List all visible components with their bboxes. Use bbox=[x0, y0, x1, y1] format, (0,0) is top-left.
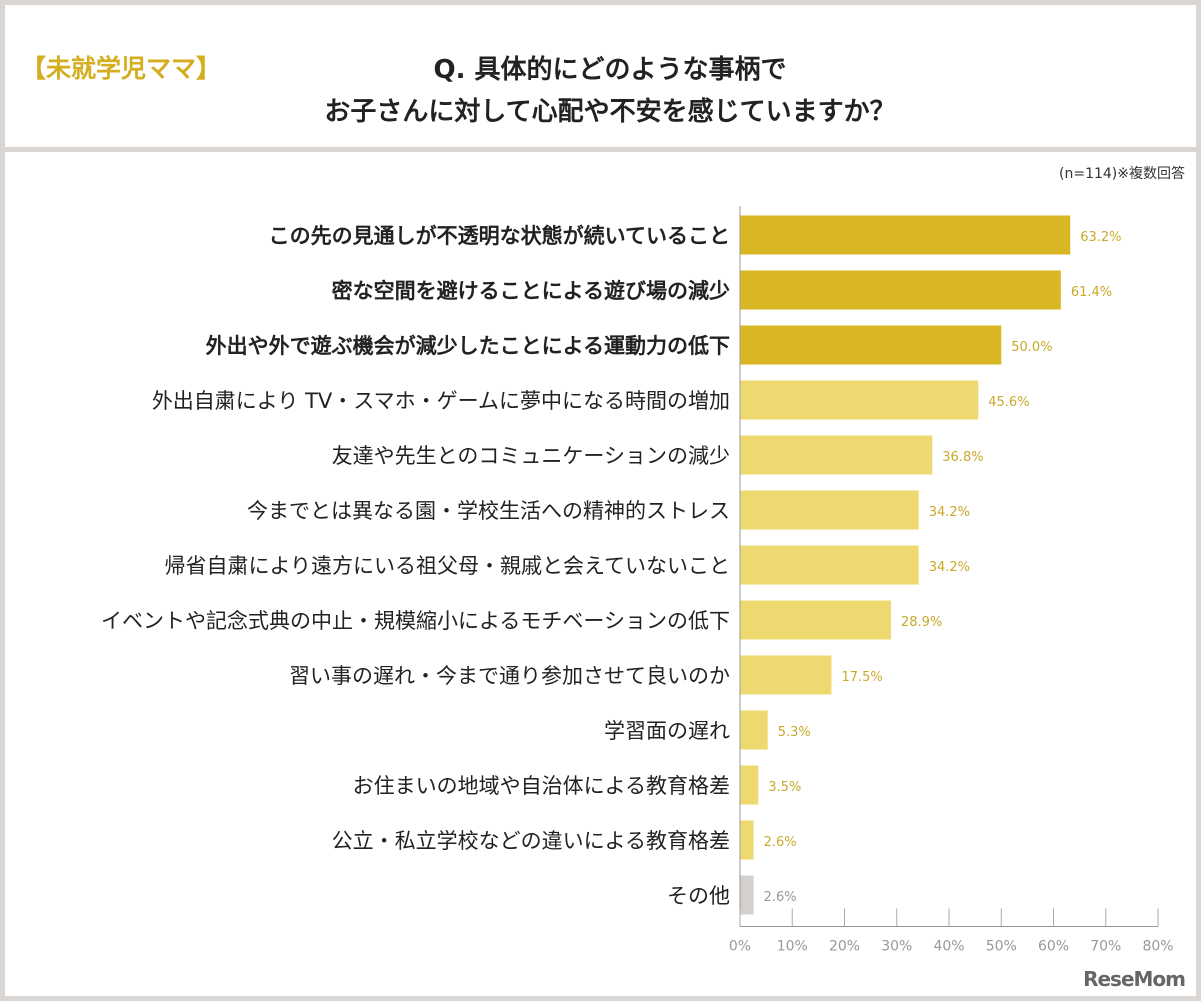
category-label: お住まいの地域や自治体による教育格差 bbox=[353, 774, 730, 798]
category-label: 外出自粛により TV・スマホ・ゲームに夢中になる時間の増加 bbox=[152, 389, 730, 413]
bar bbox=[740, 380, 979, 420]
value-label: 34.2% bbox=[929, 560, 970, 575]
resemom-logo: ReseMom bbox=[1083, 967, 1186, 991]
audience-tag: 【未就学児ママ】 bbox=[21, 54, 222, 83]
x-tick-label: 80% bbox=[1142, 939, 1173, 955]
x-tick-label: 10% bbox=[777, 939, 808, 955]
bar bbox=[740, 710, 768, 750]
value-label: 17.5% bbox=[841, 670, 882, 685]
bar bbox=[740, 875, 754, 915]
x-tick-label: 70% bbox=[1090, 939, 1121, 955]
category-label: 学習面の遅れ bbox=[604, 719, 730, 743]
bar bbox=[740, 545, 919, 585]
value-label: 36.8% bbox=[942, 450, 983, 465]
bar bbox=[740, 490, 919, 530]
x-tick-label: 40% bbox=[933, 939, 964, 955]
x-tick-label: 20% bbox=[829, 939, 860, 955]
category-label: イベントや記念式典の中止・規模縮小によるモチベーションの低下 bbox=[101, 609, 730, 633]
bar bbox=[740, 765, 759, 805]
bar bbox=[740, 655, 832, 695]
category-label: 帰省自粛により遠方にいる祖父母・親戚と会えていないこと bbox=[164, 554, 730, 578]
category-label: 習い事の遅れ・今まで通り参加させて良いのか bbox=[289, 664, 730, 688]
value-label: 50.0% bbox=[1011, 340, 1052, 355]
x-tick-label: 30% bbox=[881, 939, 912, 955]
category-label: 公立・私立学校などの違いによる教育格差 bbox=[332, 829, 730, 853]
value-label: 3.5% bbox=[768, 780, 801, 795]
category-label: その他 bbox=[667, 884, 730, 908]
category-label: 今までとは異なる園・学校生活への精神的ストレス bbox=[247, 499, 730, 523]
bar bbox=[740, 270, 1061, 310]
bar bbox=[740, 820, 754, 860]
title-line-1: Q. 具体的にどのような事柄で bbox=[433, 55, 787, 85]
category-label: 友達や先生とのコミュニケーションの減少 bbox=[332, 444, 730, 468]
category-label: この先の見通しが不透明な状態が続いていること bbox=[269, 224, 730, 248]
category-label: 密な空間を避けることによる遊び場の減少 bbox=[332, 279, 730, 303]
sample-note: (n=114)※複数回答 bbox=[1059, 166, 1185, 182]
value-label: 34.2% bbox=[929, 505, 970, 520]
x-tick-label: 0% bbox=[729, 939, 751, 955]
bar bbox=[740, 600, 892, 640]
bar bbox=[740, 325, 1002, 365]
value-label: 45.6% bbox=[988, 395, 1029, 410]
category-label: 外出や外で遊ぶ機会が減少したことによる運動力の低下 bbox=[206, 334, 730, 358]
x-tick-label: 50% bbox=[986, 939, 1017, 955]
value-label: 2.6% bbox=[764, 890, 797, 905]
bar bbox=[740, 435, 933, 475]
title-line-2: お子さんに対して心配や不安を感じていますか？ bbox=[324, 97, 896, 127]
value-label: 5.3% bbox=[778, 725, 811, 740]
x-tick-label: 60% bbox=[1038, 939, 1069, 955]
value-label: 61.4% bbox=[1071, 285, 1112, 300]
header: 【未就学児ママ】 Q. 具体的にどのような事柄で お子さんに対して心配や不安を感… bbox=[5, 5, 1196, 152]
bar bbox=[740, 215, 1071, 255]
value-label: 2.6% bbox=[764, 835, 797, 850]
chart-title: Q. 具体的にどのような事柄で お子さんに対して心配や不安を感じていますか？ bbox=[240, 49, 980, 133]
value-label: 63.2% bbox=[1080, 230, 1121, 245]
value-label: 28.9% bbox=[901, 615, 942, 630]
